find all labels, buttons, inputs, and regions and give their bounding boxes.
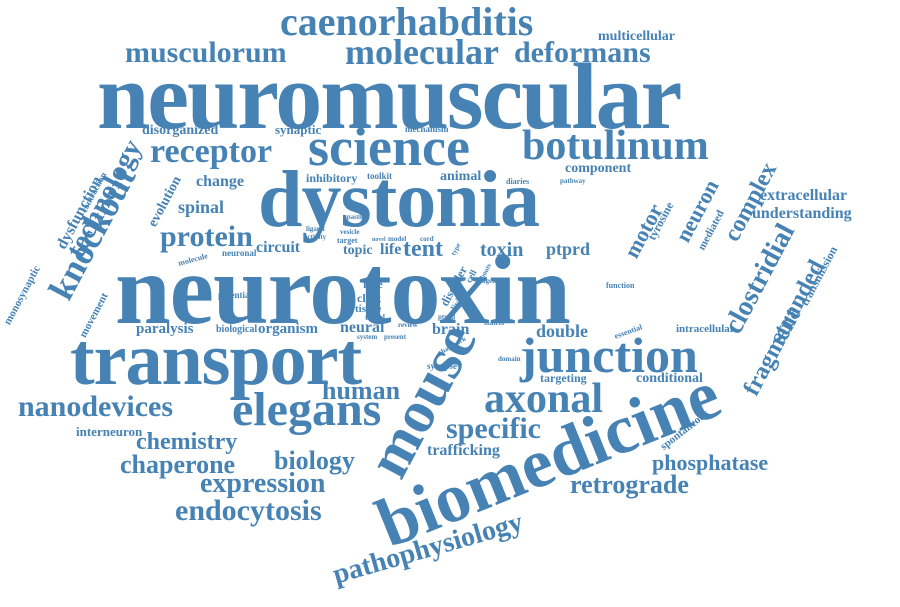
word-neural: neural [340,319,385,336]
word-target: target [337,236,358,245]
word-receptor: receptor [150,133,273,170]
word-interneuron: interneuron [76,424,143,439]
word-dystonia: dystonia [258,156,540,244]
word-life: life [380,241,402,258]
word-axonal: axonal [484,376,604,422]
word-matrix: matrix [484,319,505,327]
word-system: system [357,333,378,341]
word-change: change [196,173,244,190]
word-cord: cord [420,235,434,243]
word-neuronal: neuronal [222,248,257,258]
word-neurotoxin: neurotoxin [115,234,571,345]
word-model: model [388,235,407,243]
word-synaptic: synaptic [275,122,322,137]
word-transport: transport [70,319,362,401]
word-ptprd: ptprd [546,239,591,259]
word-potential: potential [218,290,253,300]
word-chaperone: chaperone [120,450,236,479]
word-diaries: diaries [506,177,530,186]
word-pathway: pathway [560,177,586,185]
word-understanding: understanding [752,205,852,222]
word-toolkit: toolkit [367,171,393,181]
word-domain: domain [498,355,521,363]
word-phosphatase: phosphatase [652,450,769,475]
word-synapse: synapse [427,361,458,371]
word-nanodevices: nanodevices [18,390,174,423]
word-circuit: circuit [256,239,301,256]
word-tissue: tissue [355,303,382,315]
word-retrograde: retrograde [570,470,689,499]
word-biological: biological [216,324,258,335]
word-animal: animal [440,169,482,184]
word-disorganized: disorganized [142,123,219,138]
word-junction: junction [520,327,698,383]
word-molecular: molecular [345,32,499,72]
word-function: function [606,281,635,290]
word-spinal: spinal [178,197,225,217]
word-vesicle: vesicle [340,228,360,236]
word-targeting: targeting [540,371,587,385]
word-agent: agent [482,277,499,285]
word-endocytosis: endocytosis [175,494,322,527]
word-conditional: conditional [636,371,703,386]
word-activity: activity [304,233,327,241]
word-novel: novel [372,237,386,243]
word-caenorhabditis: caenorhabditis [280,0,534,44]
word-intracellular: intracellular [676,323,735,335]
word-organism: organism [258,321,318,337]
word-botulinum: botulinum [522,123,709,169]
word-monosynaptic: monosynaptic [1,263,43,327]
word-present: present [384,333,407,341]
word-double: double [536,321,589,341]
word-elegans: elegans [232,383,382,436]
word-travel: travel [365,313,385,322]
word-free: free [363,277,383,291]
word-expression: expression [200,468,326,499]
word-click: click [357,291,381,305]
word-science: science [308,117,470,177]
word-specific: specific [446,412,541,445]
word-trafficking: trafficking [427,442,500,459]
word-mechanism: mechanism [405,124,449,134]
word-ligand: ligand [306,225,325,233]
word-multicellular: multicellular [598,29,675,44]
word-extracellular: extracellular [760,187,848,204]
word-topic: topic [343,243,373,258]
word-chemistry: chemistry [136,429,238,455]
word-toxin: toxin [480,239,524,261]
word-paralysis: paralysis [136,321,194,337]
word-spastic: spastic [344,213,365,221]
word-tent: tent [403,236,443,262]
word-neuromuscular: neuromuscular [97,45,682,149]
word-review: review [398,321,418,329]
word-component: component [565,161,632,176]
word-biology: biology [274,446,355,475]
word-inhibitory: inhibitory [306,171,358,185]
word-protein: protein [160,220,253,253]
word-ptprd-small: ptprd [438,313,456,321]
word-human: human [322,376,401,405]
word-musculorum: musculorum [125,36,287,69]
word-deformans: deformans [514,36,651,69]
word-brain: brain [432,321,470,338]
